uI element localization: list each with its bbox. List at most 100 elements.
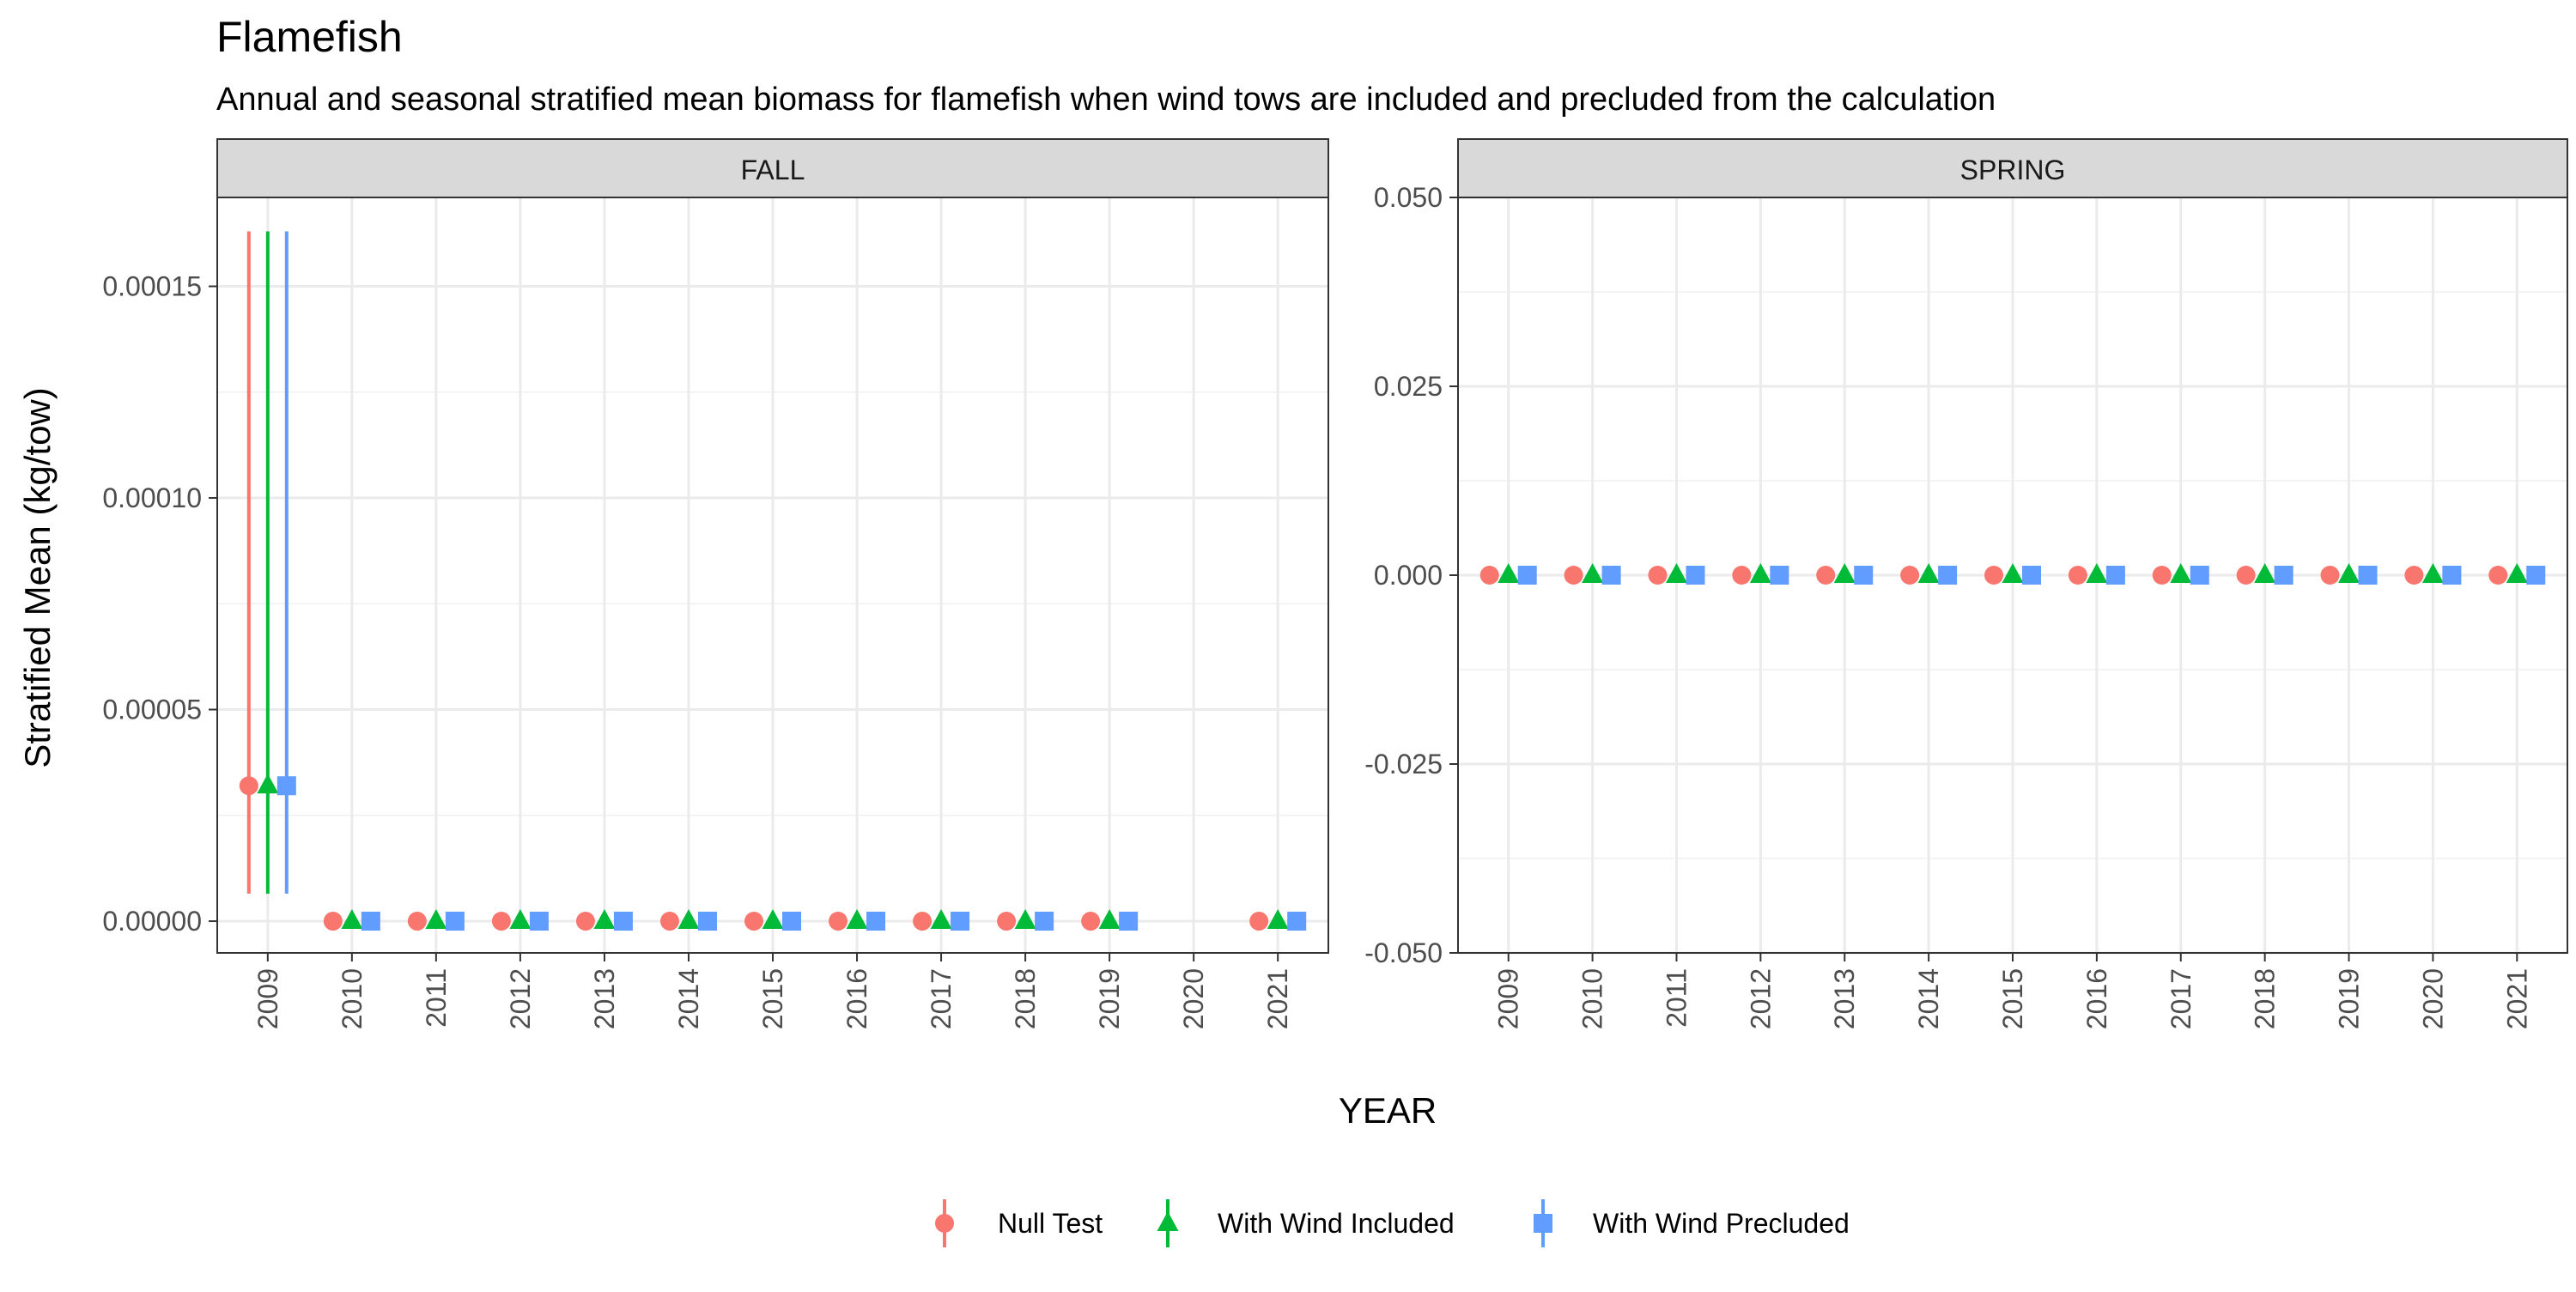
data-point	[257, 773, 279, 794]
data-point	[239, 776, 258, 796]
x-tick-label: 2015	[1997, 968, 2028, 1029]
data-point	[2274, 566, 2293, 585]
legend-item: Null Test	[935, 1199, 1103, 1247]
panel-border	[216, 197, 1329, 954]
series-with-wind-precluded	[276, 231, 1307, 931]
x-tick-label: 2010	[1577, 968, 1608, 1029]
y-tick-label: -0.050	[1364, 937, 1443, 968]
data-point	[2105, 566, 2125, 585]
data-point	[1267, 909, 1289, 930]
panel-spring: SPRING -0.050 -0.025 0.000 0.025 0.050 2009 201…	[1364, 138, 2568, 1029]
data-point	[2338, 563, 2360, 583]
data-point	[677, 909, 700, 930]
y-tick-label: -0.025	[1364, 749, 1443, 779]
chart-subtitle: Annual and seasonal stratified mean biom…	[216, 82, 1996, 118]
data-point	[2526, 566, 2546, 585]
x-tick-label: 2016	[841, 968, 872, 1029]
x-tick-label: 2009	[252, 968, 283, 1029]
data-point	[762, 909, 784, 930]
strip-background	[216, 138, 1329, 198]
data-point	[2506, 563, 2528, 583]
x-tick-label: 2020	[2417, 968, 2448, 1029]
legend: Null Test With Wind Included With Wind Pre…	[935, 1199, 1850, 1247]
data-point	[1917, 563, 1940, 583]
data-point	[2442, 566, 2462, 585]
x-tick-label: 2011	[421, 968, 452, 1028]
data-point	[2236, 566, 2256, 585]
data-point	[341, 909, 363, 930]
data-point	[1984, 566, 2003, 585]
data-point	[491, 912, 511, 931]
legend-label: With Wind Included	[1218, 1208, 1455, 1239]
data-point	[951, 912, 970, 931]
data-point	[1749, 563, 1771, 583]
data-point	[445, 912, 465, 931]
data-point	[1035, 912, 1054, 931]
data-point	[1582, 563, 1604, 583]
y-tick-label: 0.00010	[102, 482, 202, 513]
data-point	[593, 909, 616, 930]
data-point	[913, 912, 933, 931]
legend-item: With Wind Included	[1157, 1199, 1455, 1247]
x-tick-label: 2009	[1493, 968, 1524, 1029]
data-point	[1833, 563, 1856, 583]
x-tick-label: 2014	[673, 968, 704, 1029]
data-point	[930, 909, 952, 930]
legend-label: With Wind Precluded	[1593, 1208, 1850, 1239]
data-point	[1081, 912, 1101, 931]
series-with-wind-included	[1498, 563, 2528, 583]
data-point	[425, 909, 447, 930]
x-tick-label: 2012	[1745, 968, 1776, 1029]
data-point	[1564, 566, 1583, 585]
data-point	[997, 912, 1017, 931]
legend-label: Null Test	[998, 1208, 1103, 1239]
data-point	[1648, 566, 1668, 585]
x-tick-label: 2021	[1262, 968, 1293, 1029]
x-tick-label: 2018	[2250, 968, 2281, 1029]
data-point	[1854, 566, 1874, 585]
data-point	[1479, 566, 1499, 585]
data-point	[2254, 563, 2276, 583]
data-point	[2488, 566, 2508, 585]
y-tick-label: 0.025	[1374, 371, 1443, 402]
x-tick-label: 2019	[2334, 968, 2365, 1029]
data-point	[1287, 912, 1307, 931]
data-point	[1249, 912, 1269, 931]
data-point	[1732, 566, 1752, 585]
data-point	[2421, 563, 2444, 583]
data-point	[2404, 566, 2424, 585]
data-point	[2152, 566, 2172, 585]
x-tick-label: 2011	[1661, 968, 1692, 1028]
data-point	[697, 912, 717, 931]
x-axis-title: YEAR	[1339, 1090, 1437, 1131]
data-point	[1938, 566, 1958, 585]
x-tick-label: 2018	[1010, 968, 1041, 1029]
data-point	[1119, 912, 1139, 931]
legend-key-marker	[1534, 1214, 1552, 1233]
data-point	[407, 912, 427, 931]
data-point	[2002, 563, 2024, 583]
data-point	[2170, 563, 2192, 583]
x-tick-label: 2017	[926, 968, 957, 1029]
data-point	[1686, 566, 1705, 585]
data-point	[2358, 566, 2378, 585]
series-with-wind-precluded	[1517, 566, 2546, 585]
y-tick-label: 0.000	[1374, 560, 1443, 591]
chart-title: Flamefish	[216, 13, 403, 61]
legend-key-marker	[935, 1214, 954, 1233]
data-point	[1014, 909, 1036, 930]
data-point	[1517, 566, 1537, 585]
series-null-test	[239, 231, 1269, 931]
series-null-test	[1479, 566, 2508, 585]
panel-border	[1457, 197, 2568, 954]
panels-layer: FALL 0.00000 0.00005 0.00010 0.00015 2009 2010…	[102, 138, 2568, 1029]
panel-fall: FALL 0.00000 0.00005 0.00010 0.00015 2009 2010…	[102, 138, 1329, 1029]
data-point	[1098, 909, 1121, 930]
data-point	[361, 912, 380, 931]
data-point	[1816, 566, 1836, 585]
data-point	[2022, 566, 2041, 585]
data-point	[2190, 566, 2209, 585]
series-with-wind-included	[257, 231, 1289, 930]
